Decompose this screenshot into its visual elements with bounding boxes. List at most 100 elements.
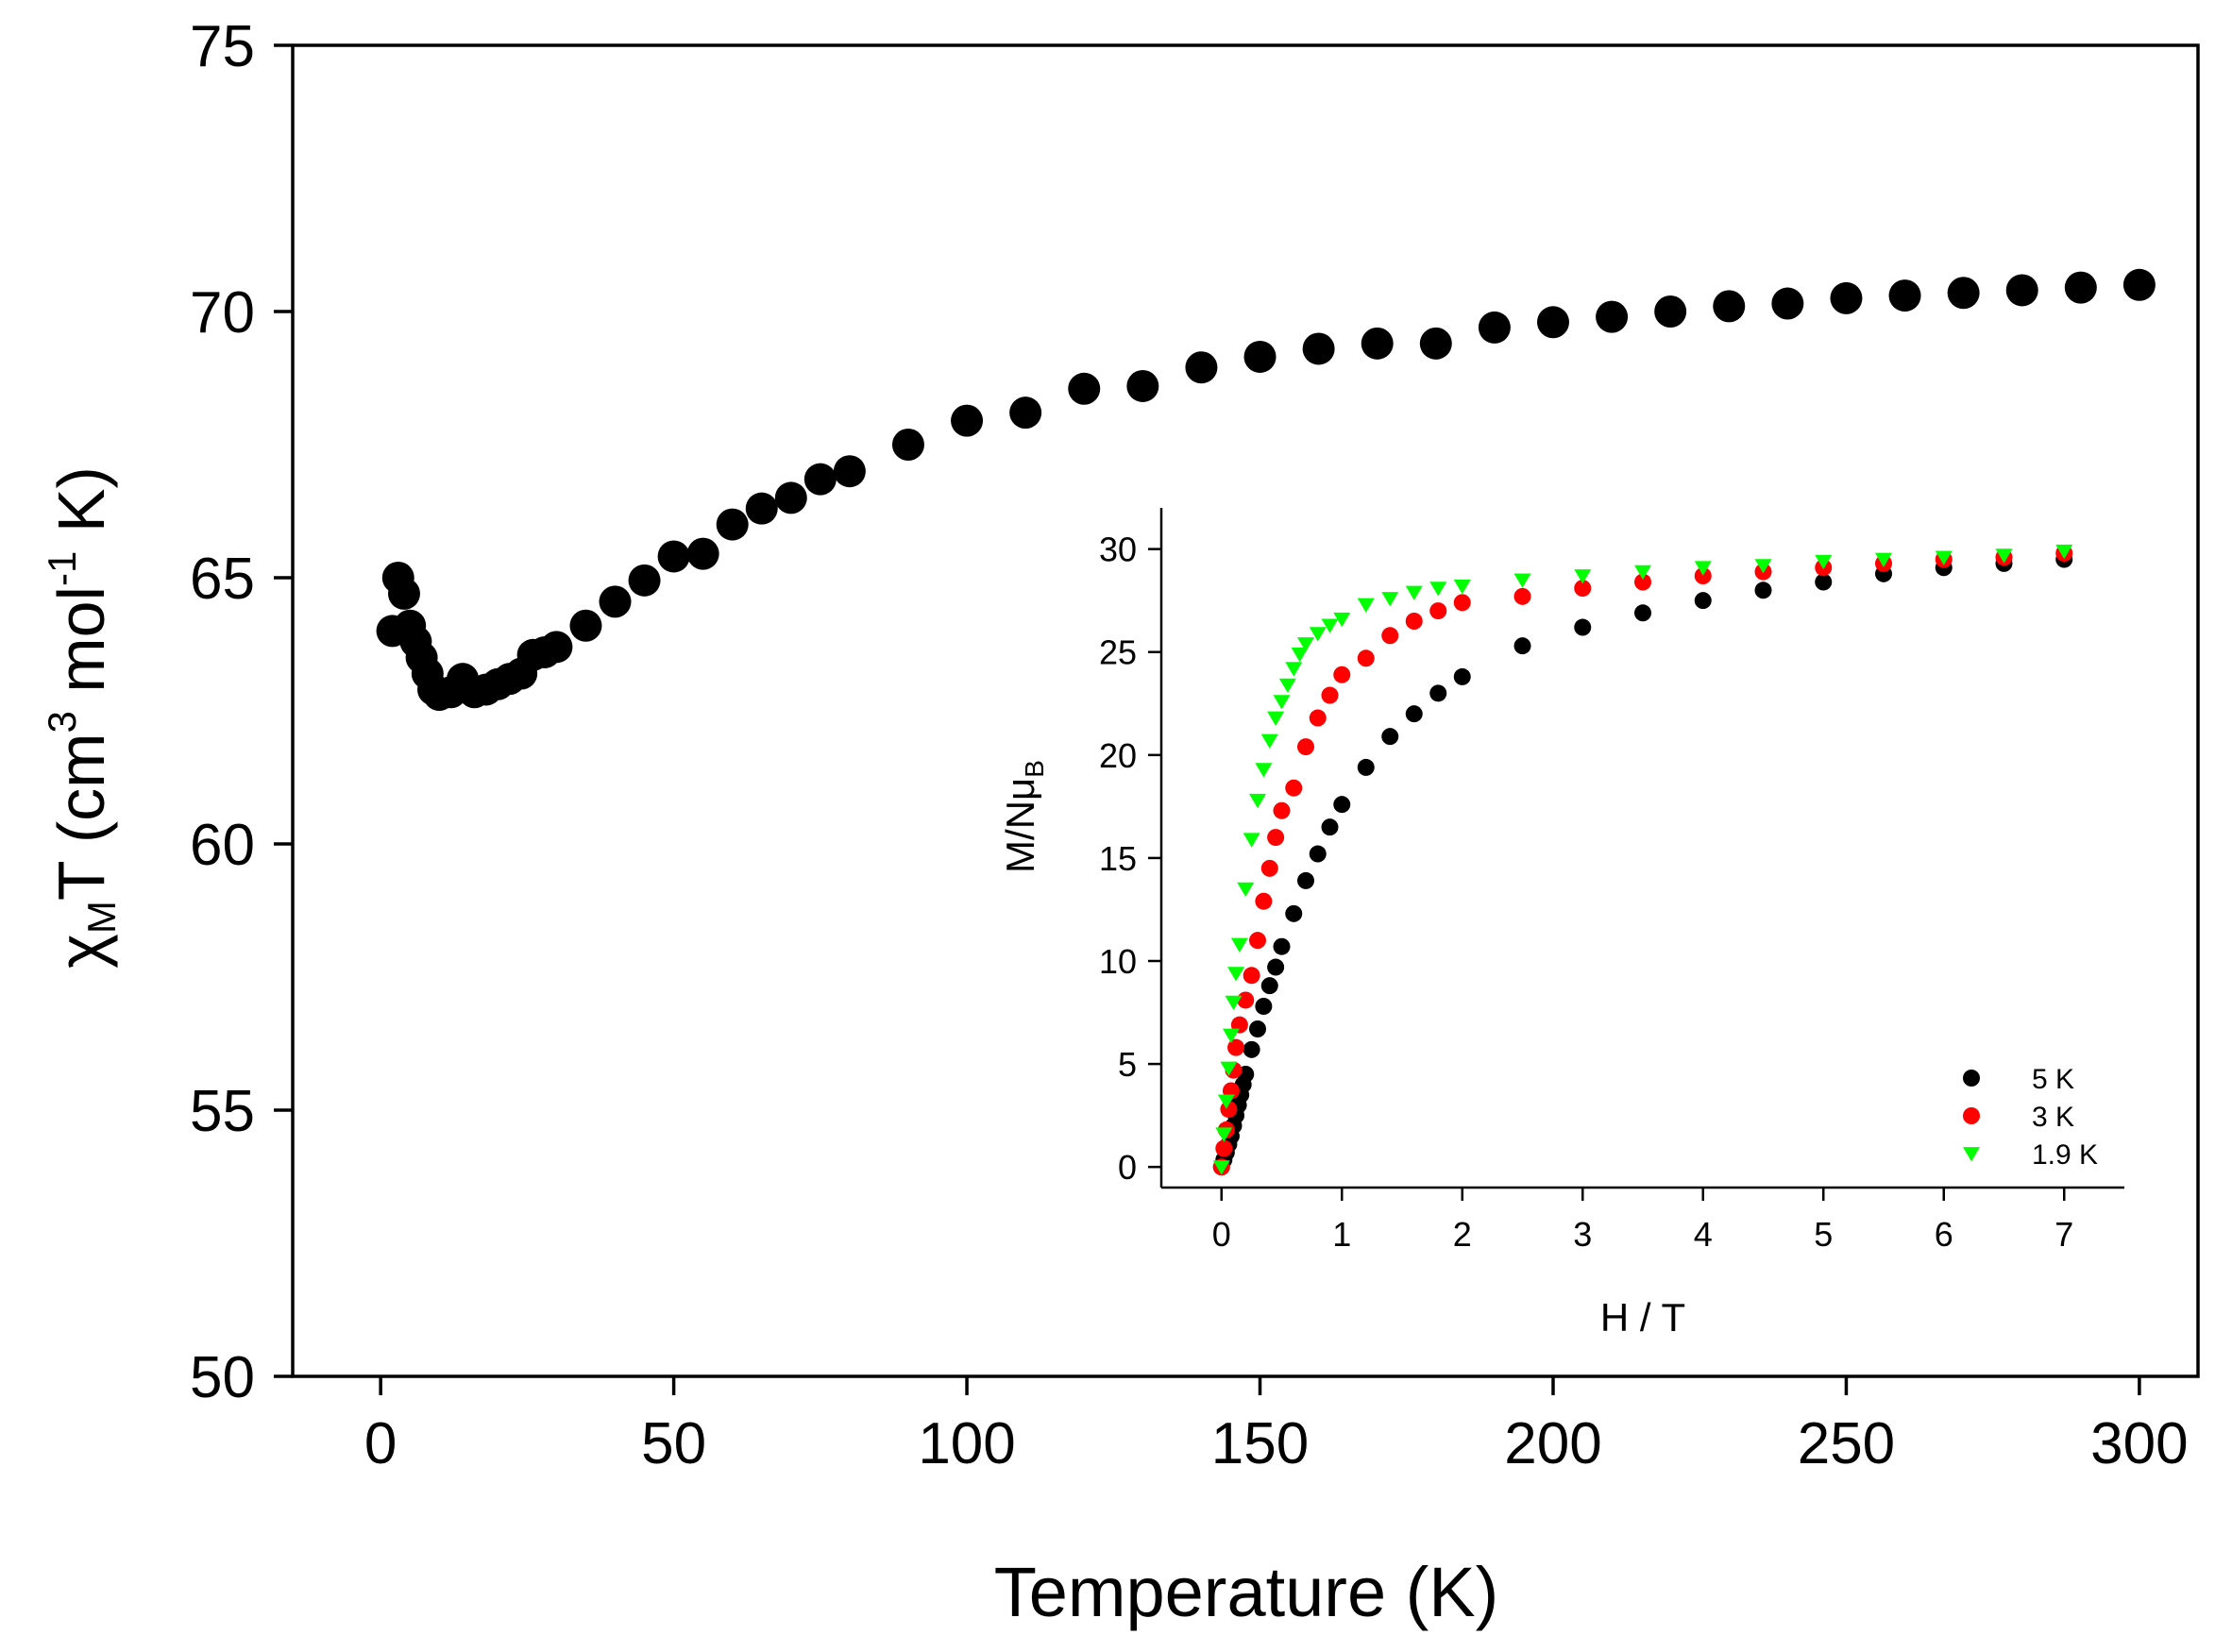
main-data-point [1536, 306, 1569, 339]
inset-point-5-k [1694, 592, 1712, 610]
main-y-label-sub-m: M [79, 901, 124, 934]
inset-point-3-k [1267, 829, 1285, 847]
main-x-tick-label: 150 [1211, 1411, 1309, 1476]
inset-y-tick-label: 15 [1099, 839, 1137, 878]
inset-point-5-k [1815, 573, 1833, 591]
main-data-point [1830, 281, 1863, 314]
main-data-point [2122, 268, 2156, 301]
inset-point-5-k [1381, 728, 1399, 746]
inset-x-tick-label: 1 [1332, 1215, 1351, 1254]
main-data-point [686, 537, 719, 570]
inset-point-5-k [1285, 904, 1303, 922]
inset-point-5-k [1243, 1040, 1260, 1058]
main-y-label-sup-neg1: -1 [40, 551, 84, 586]
inset-point-1-9-k [1754, 559, 1772, 574]
inset-point-3-k [1285, 779, 1303, 797]
inset-axis-ticks [1148, 548, 2066, 1201]
inset-x-tick-label: 4 [1694, 1215, 1713, 1254]
inset-point-1-9-k [1249, 793, 1266, 809]
inset-point-5-k [1429, 684, 1447, 702]
main-y-label-t-unit: T (cm [44, 733, 118, 902]
inset-point-1-9-k [1267, 711, 1285, 726]
main-data-point [1947, 277, 1980, 310]
inset-point-5-k [1333, 796, 1351, 814]
legend-marker-1-9-k [1963, 1147, 1980, 1162]
inset-point-3-k [1429, 602, 1447, 620]
inset-point-1-9-k [1694, 561, 1712, 576]
main-y-tick-label: 65 [190, 547, 255, 612]
inset-point-1-9-k [1222, 1028, 1240, 1043]
main-data-point [1302, 332, 1335, 365]
inset-point-1-9-k [1875, 552, 1892, 567]
inset-point-3-k [1405, 613, 1423, 630]
main-y-label-k: K) [44, 466, 118, 550]
inset-point-5-k [1260, 977, 1278, 995]
main-x-tick-label: 100 [918, 1411, 1015, 1476]
inset-point-5-k [1754, 582, 1772, 599]
inset-y-tick-label: 30 [1099, 531, 1137, 569]
inset-y-axis-label: M/NμB [998, 760, 1049, 873]
inset-point-3-k [1574, 580, 1592, 598]
inset-tick-labels: 0 1 2 3 4 5 6 7 0 5 10 15 20 25 30 [1099, 531, 2073, 1254]
main-data-point [1361, 327, 1394, 360]
inset-point-3-k [1381, 627, 1399, 645]
main-data-point [628, 564, 661, 597]
inset-point-3-k [1243, 967, 1260, 985]
inset-point-3-k [1260, 859, 1278, 877]
inset-point-3-k [1694, 567, 1712, 584]
main-data-point [1009, 396, 1042, 430]
main-data-point [599, 585, 632, 618]
inset-y-label-main: M/Nμ [998, 778, 1042, 873]
inset-x-axis-label: H / T [1600, 1295, 1685, 1340]
main-data-point [951, 404, 984, 437]
inset-point-1-9-k [1321, 618, 1339, 633]
inset-point-1-9-k [1215, 1127, 1233, 1142]
main-data-point [1654, 295, 1687, 328]
inset-point-3-k [1215, 1139, 1233, 1157]
inset-point-1-9-k [1429, 582, 1447, 597]
inset-y-tick-label: 10 [1099, 942, 1137, 981]
main-x-tick-label: 300 [2090, 1411, 2188, 1476]
main-data-point [1243, 340, 1277, 373]
main-data-point [745, 492, 778, 525]
inset-point-5-k [1267, 958, 1285, 976]
main-data-point [774, 481, 807, 514]
main-data-point [1478, 311, 1511, 344]
inset-x-tick-label: 2 [1453, 1215, 1472, 1254]
inset-point-3-k [1309, 709, 1327, 727]
inset-point-1-9-k [1260, 733, 1278, 749]
main-data-point [2005, 274, 2038, 307]
inset-point-3-k [1634, 573, 1651, 591]
legend-marker-3-k [1963, 1107, 1980, 1124]
inset-x-tick-label: 3 [1573, 1215, 1592, 1254]
inset-point-1-9-k [1225, 995, 1243, 1011]
inset-point-1-9-k [1212, 1160, 1230, 1175]
inset-point-1-9-k [1381, 592, 1399, 607]
inset-point-1-9-k [1405, 585, 1423, 600]
inset-point-3-k [1321, 686, 1339, 704]
legend-marker-5-k [1963, 1070, 1980, 1087]
main-data-point [1713, 290, 1746, 323]
inset-x-tick-label: 7 [2054, 1215, 2073, 1254]
inset-legend: 5 K 3 K 1.9 K [1963, 1064, 2098, 1171]
inset-point-3-k [1249, 932, 1266, 950]
inset-point-1-9-k [2055, 544, 2073, 560]
inset-point-5-k [1453, 667, 1471, 685]
inset-point-1-9-k [1273, 695, 1291, 710]
inset-point-1-9-k [1935, 550, 1953, 565]
main-y-tick-label: 50 [190, 1345, 255, 1410]
legend-label-1-9-k: 1.9 K [2032, 1139, 2098, 1171]
main-data-point [387, 577, 420, 610]
main-data-point [1185, 351, 1218, 384]
inset-point-3-k [1227, 1038, 1245, 1056]
inset-y-tick-label: 5 [1118, 1045, 1137, 1084]
inset-point-1-9-k [1255, 763, 1273, 778]
inset-point-1-9-k [1220, 1061, 1238, 1076]
inset-point-1-9-k [1309, 627, 1327, 642]
inset-point-3-k [1297, 738, 1314, 756]
main-data-point [1596, 300, 1629, 333]
inset-point-1-9-k [1217, 1094, 1235, 1109]
inset-point-5-k [1574, 618, 1592, 636]
inset-point-1-9-k [1237, 882, 1255, 898]
